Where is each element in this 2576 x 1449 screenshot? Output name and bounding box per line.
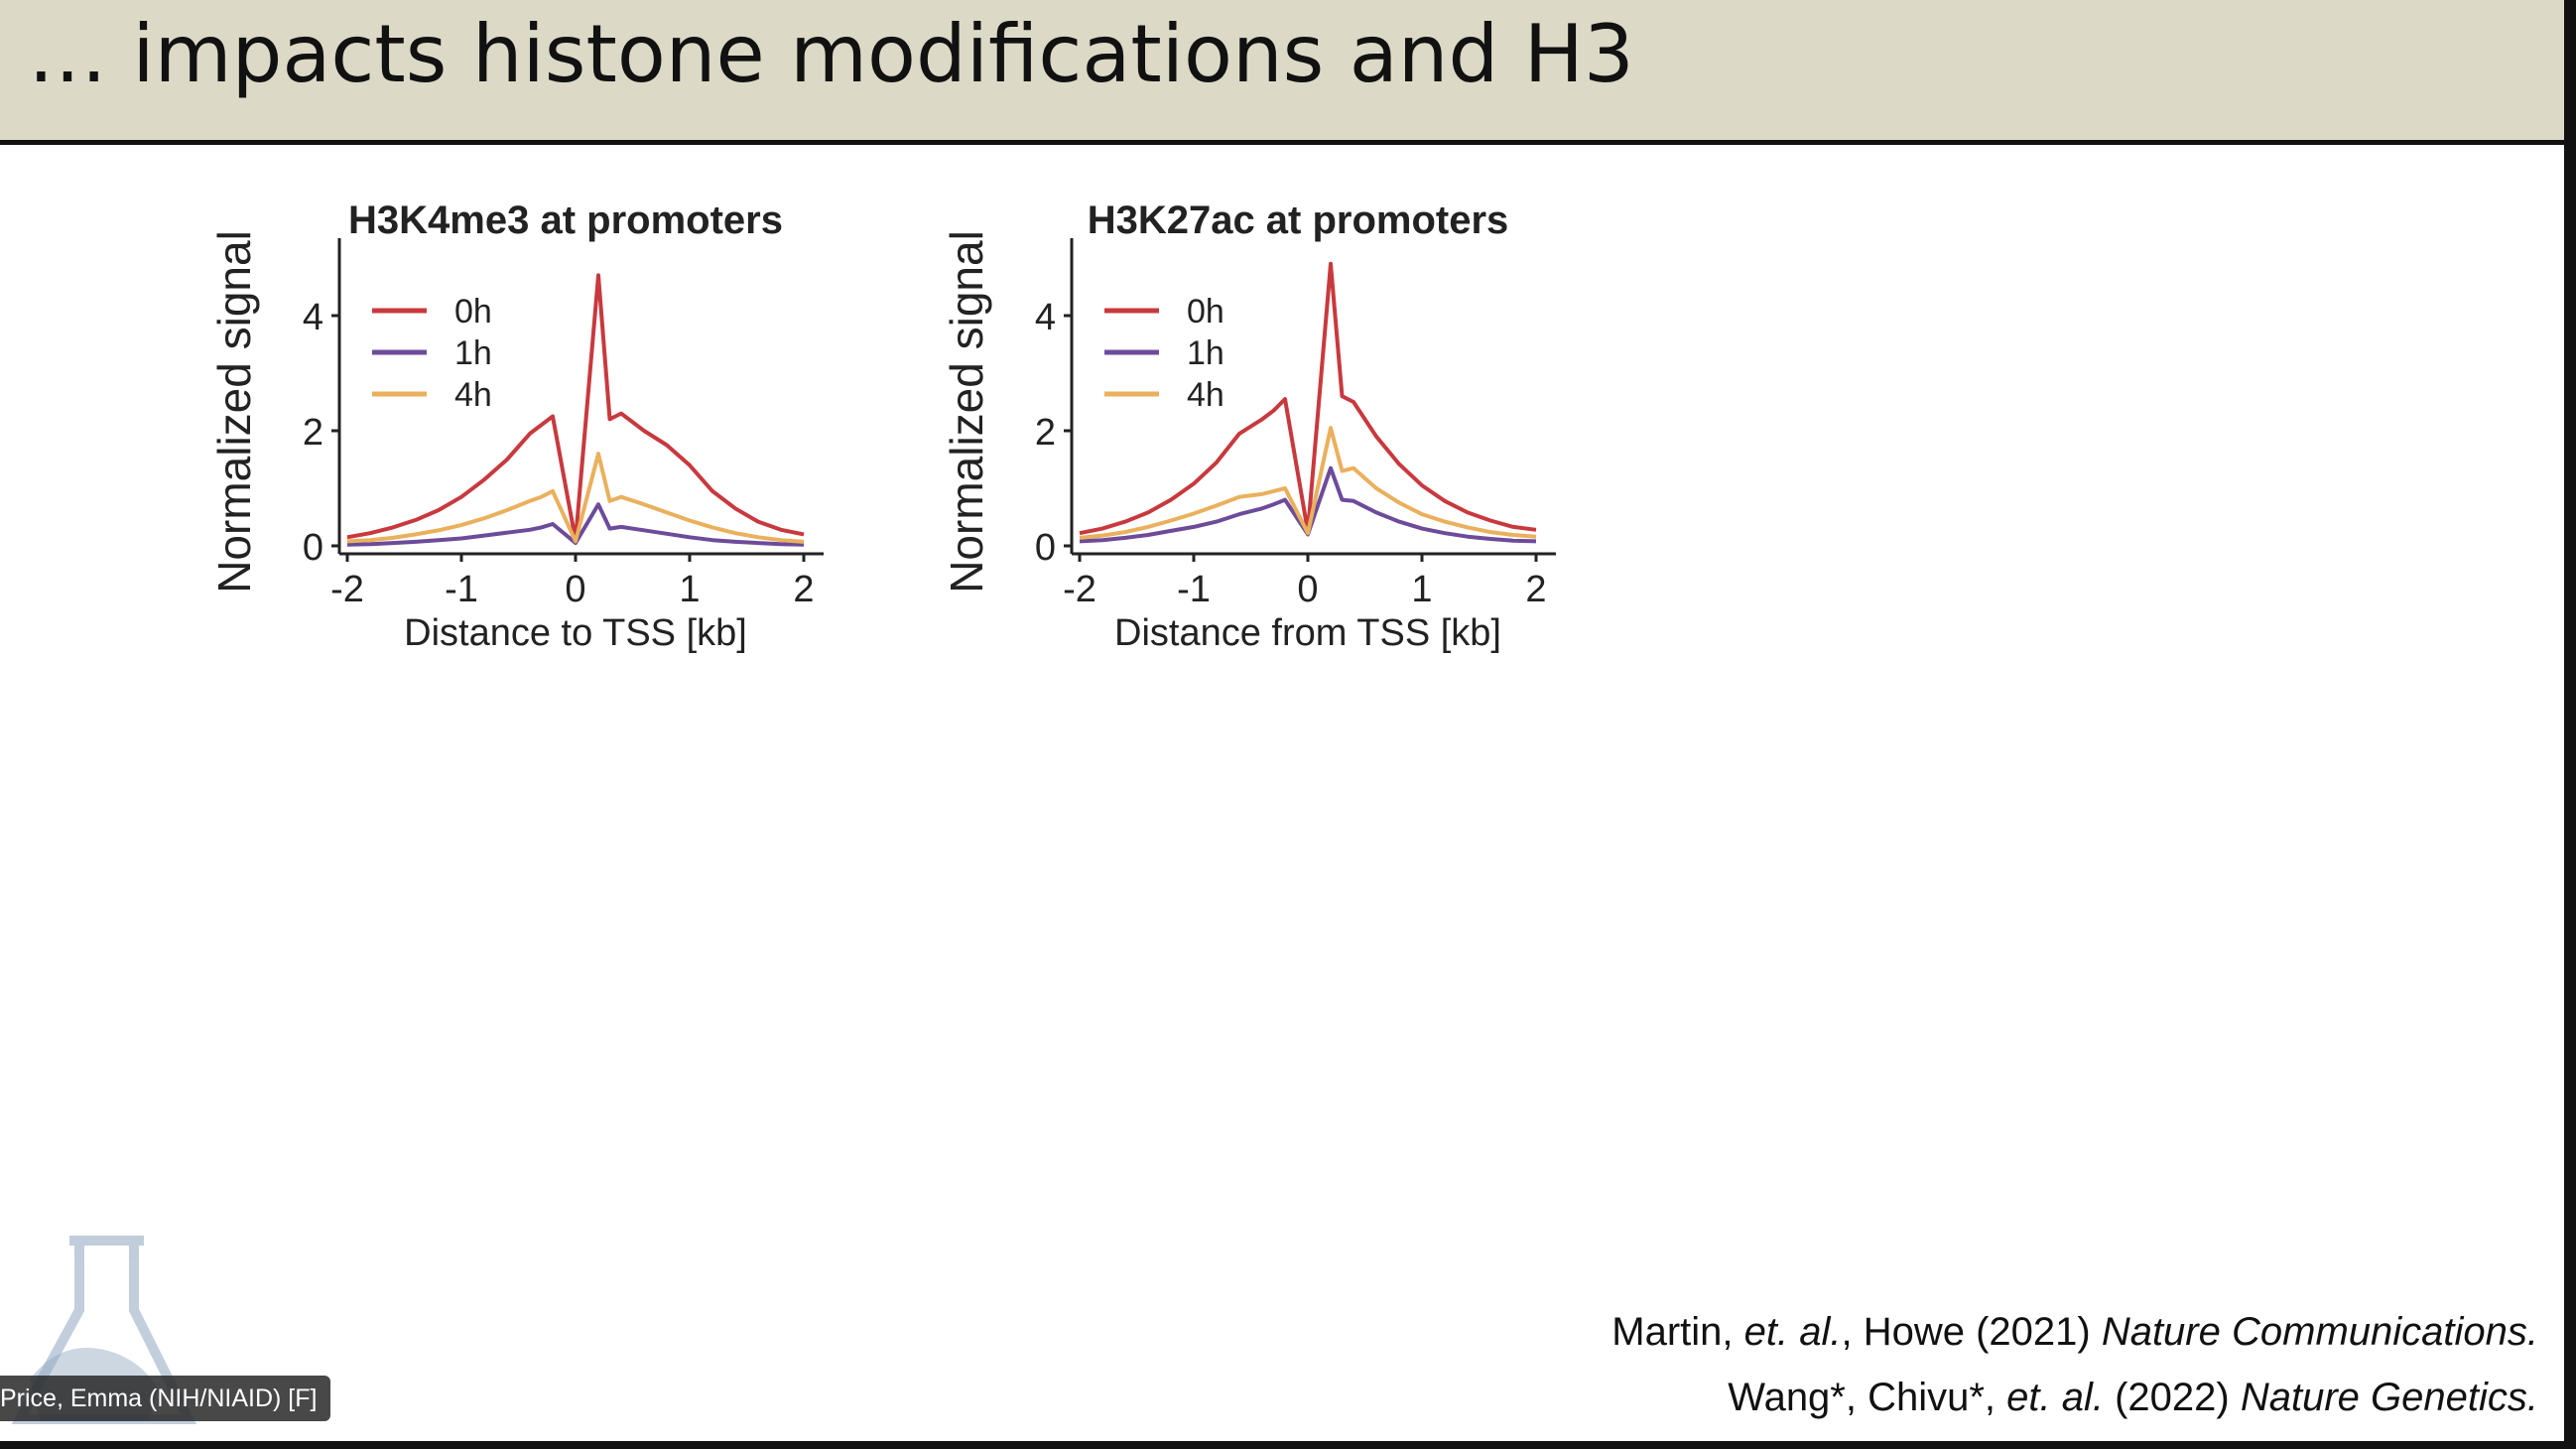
legend-label: 1h: [1187, 334, 1224, 372]
x-tick-label: -1: [445, 569, 478, 610]
citation-etal: et. al.: [1743, 1310, 1842, 1354]
x-tick-label: -2: [1063, 569, 1096, 610]
citation-etal: et. al.: [2006, 1376, 2104, 1419]
x-tick-label: 0: [565, 569, 585, 610]
legend-label: 0h: [1187, 293, 1224, 330]
chart-title: H3K27ac at promoters: [1088, 198, 1509, 242]
title-bar: … impacts histone modifications and H3: [0, 0, 2564, 145]
citation-year: , Howe (2021): [1841, 1310, 2102, 1354]
citation-journal: Nature Genetics.: [2240, 1376, 2538, 1419]
x-axis-label: Distance from TSS [kb]: [1114, 612, 1501, 654]
series-line-0h: [1079, 261, 1537, 536]
y-tick-label: 2: [1035, 412, 1056, 454]
chart-h3k4me3-svg: H3K4me3 at promoters -2 -1 0 1 2 0 2 4 Distance t…: [208, 198, 824, 654]
y-tick-label: 0: [303, 527, 323, 569]
x-axis-label: Distance to TSS [kb]: [404, 612, 747, 654]
citation-wang: Wang*, Chivu*, et. al. (2022) Nature Gen…: [1728, 1376, 2538, 1420]
series-line-4h: [1079, 426, 1537, 540]
legend-label: 1h: [454, 334, 492, 372]
citation-authors: Martin,: [1611, 1310, 1744, 1354]
series-line-0h: [346, 273, 805, 543]
y-tick-label: 4: [1035, 297, 1056, 338]
chart-h3k27ac: H3K27ac at promoters -2 -1 0 1 2 0 2 4 Distance f…: [911, 179, 1665, 695]
citation-year: (2022): [2104, 1376, 2241, 1419]
x-tick-label: 2: [793, 569, 814, 610]
citation-authors: Wang*, Chivu*,: [1728, 1376, 2007, 1419]
x-tick-label: -1: [1177, 569, 1211, 610]
citation-journal: Nature Communications.: [2101, 1310, 2538, 1354]
y-axis-label: Normalized signal: [208, 230, 260, 593]
series-line-4h: [346, 452, 805, 544]
x-tick-label: 2: [1525, 569, 1546, 610]
x-tick-label: -2: [330, 569, 364, 610]
window-edge-right: [2564, 0, 2576, 1449]
legend-label: 0h: [454, 293, 492, 330]
x-tick-label: 1: [1411, 569, 1432, 610]
slide-title: … impacts histone modifications and H3: [28, 8, 1634, 100]
chart-h3k27ac-svg: H3K27ac at promoters -2 -1 0 1 2 0 2 4 Distance f…: [941, 198, 1556, 654]
y-tick-label: 2: [303, 412, 323, 454]
y-axis-label: Normalized signal: [941, 230, 992, 593]
citation-martin: Martin, et. al., Howe (2021) Nature Comm…: [1611, 1310, 2538, 1355]
legend-label: 4h: [1187, 376, 1224, 414]
x-tick-label: 1: [679, 569, 700, 610]
y-tick-label: 4: [303, 297, 323, 338]
x-tick-label: 0: [1297, 569, 1318, 610]
legend-label: 4h: [454, 376, 492, 414]
chart-title: H3K4me3 at promoters: [348, 198, 783, 242]
chart-h3k4me3: H3K4me3 at promoters -2 -1 0 1 2 0 2 4 Distance t…: [179, 179, 933, 695]
window-edge-bottom: [0, 1441, 2576, 1449]
y-tick-label: 0: [1035, 527, 1056, 569]
participant-name-tag[interactable]: Price, Emma (NIH/NIAID) [F]: [0, 1376, 331, 1421]
